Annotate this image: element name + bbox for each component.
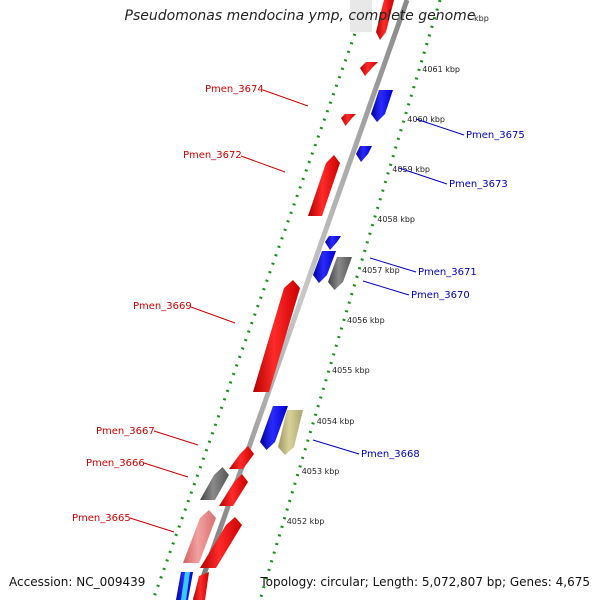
gene-block-3666a [200,467,229,500]
gene-block-3667 [229,446,254,469]
gene-label: Pmen_3675 [466,130,525,141]
gene-block-3671b [313,251,336,283]
scale-tick-label: 4059 kbp [392,165,430,174]
scale-tick-label: 4052 kbp [287,517,325,526]
gene-block-3669 [253,280,300,392]
gene-block-3671 [325,236,341,250]
accession-text: Accession: NC_009439 [9,575,146,589]
gene-block-3675 [371,90,393,122]
gene-leader-line [153,430,199,446]
gene-label: Pmen_3665 [72,513,131,524]
gene-leader-line [190,306,236,324]
gene-block-3673 [356,146,372,162]
scale-tick-label: 4053 kbp [302,467,340,476]
gene-block-bottom-cyan [181,572,190,600]
gene-label: Pmen_3673 [449,179,508,190]
gene-block-3665b [200,517,242,568]
outer-dotted-ring [258,0,442,600]
gene-block-top-gray [350,0,372,32]
gene-leader-line [415,118,465,136]
genome-title: Pseudomonas mendocina ymp, complete geno… [124,8,476,24]
scale-tick-label: 4057 kbp [362,266,400,275]
scale-tick-label: 4061 kbp [422,65,460,74]
gene-block-3668b [278,410,303,455]
gene-leader-line [312,439,360,455]
gene-block-3674b [341,114,356,126]
gene-leader-line [129,517,175,533]
gene-leader-line [262,89,309,107]
gene-block-3672 [308,155,340,216]
gene-blocks [176,0,394,600]
scale-tick-label: 4054 kbp [317,417,355,426]
gene-label: Pmen_3666 [86,458,145,469]
gene-block-3670 [328,257,352,290]
scale-tick-label-partial: kbp [474,14,489,23]
scale-ticks: 4061 kbp 4060 kbp 4059 kbp 4058 kbp 4057 kbp… [287,14,489,526]
gene-block-top-red [376,0,394,40]
gene-block-3665a [183,510,216,563]
gene-label: Pmen_3674 [205,84,264,95]
gene-label: Pmen_3668 [361,449,420,460]
gene-leader-line [143,462,189,478]
gene-leader-line [398,167,448,185]
gene-label: Pmen_3671 [418,267,477,278]
gene-block-3674 [360,62,378,76]
gene-label: Pmen_3667 [96,426,155,437]
gene-labels: Pmen_3674 Pmen_3672 Pmen_3669 Pmen_3667 Pmen… [72,84,525,524]
gene-label: Pmen_3669 [133,301,192,312]
gene-block-3666b [219,474,248,506]
gene-leader-line [362,280,410,296]
gene-leader-line [369,257,417,273]
gene-leader-line [240,155,286,173]
scale-tick-label: 4055 kbp [332,366,370,375]
scale-tick-label: 4058 kbp [377,215,415,224]
gene-label: Pmen_3672 [183,150,242,161]
gene-block-bottom-red [193,572,209,600]
scale-tick-label: 4056 kbp [347,316,385,325]
scale-tick-label: 4060 kbp [407,115,445,124]
gene-block-3668 [260,406,288,450]
genome-summary-text: Topology: circular; Length: 5,072,807 bp… [260,575,590,589]
gene-label: Pmen_3670 [411,290,470,301]
gene-label-leaders [129,89,465,533]
